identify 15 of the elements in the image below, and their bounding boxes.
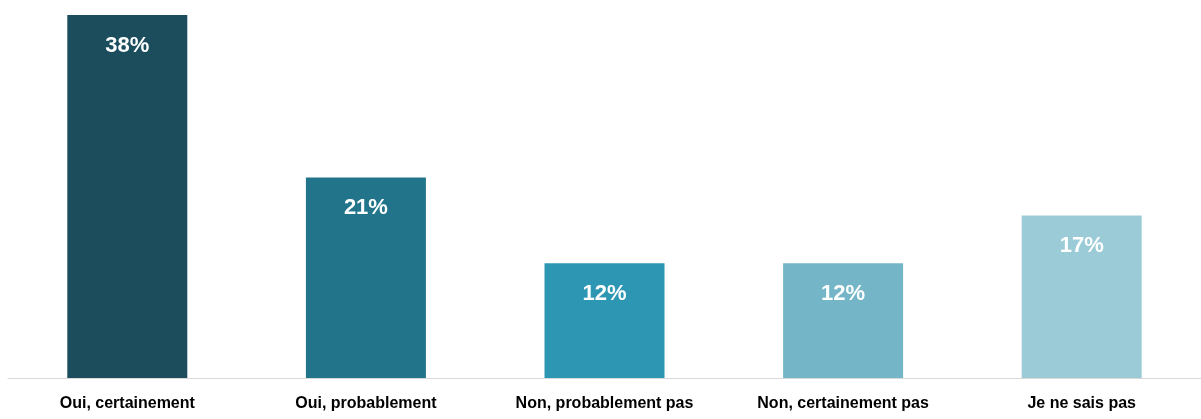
bar <box>544 263 665 378</box>
bar <box>1021 215 1142 378</box>
x-tick-label: Oui, certainement <box>59 393 196 411</box>
data-label: 21% <box>343 193 388 219</box>
x-tick-label: Oui, probablement <box>295 393 438 411</box>
x-tick-label: Non, certainement pas <box>757 393 929 411</box>
bar <box>783 263 904 378</box>
data-label: 38% <box>105 31 150 57</box>
data-label: 12% <box>582 279 627 305</box>
bar <box>67 15 188 378</box>
bar <box>305 177 426 378</box>
x-tick-label: Non, probablement pas <box>515 393 694 411</box>
x-tick-label: Je ne sais pas <box>1027 393 1137 411</box>
data-label: 12% <box>821 279 866 305</box>
data-label: 17% <box>1059 232 1104 258</box>
